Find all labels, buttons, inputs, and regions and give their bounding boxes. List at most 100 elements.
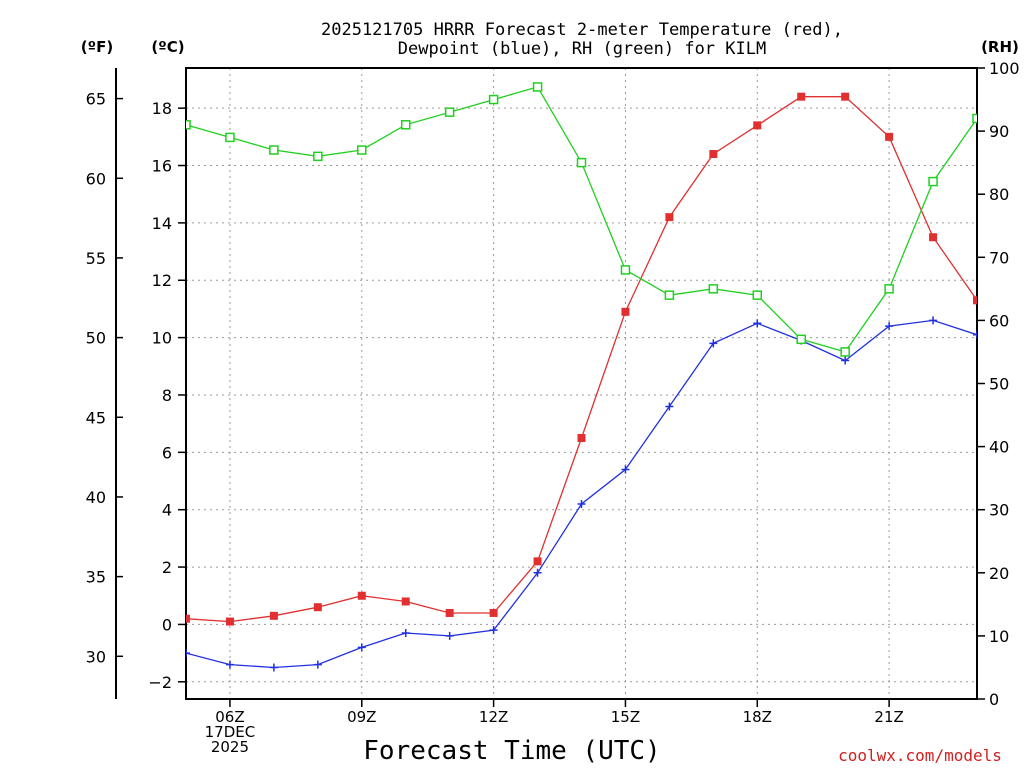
rh-tick-label: 70 [989, 248, 1009, 267]
dewpoint-point [225, 660, 234, 669]
temperature-point [929, 233, 938, 242]
celsius-tick-label: 2 [162, 558, 172, 577]
rh-point [884, 284, 894, 294]
fahrenheit-tick-label: 55 [86, 249, 106, 268]
temperature-point [621, 307, 630, 316]
dewpoint-point [313, 660, 322, 669]
rh-point [972, 113, 977, 124]
rh-point [928, 176, 938, 187]
temperature-point [973, 296, 977, 305]
rh-point [488, 94, 499, 105]
dewpoint-point [489, 626, 498, 635]
rh-tick-label: 50 [989, 375, 1009, 394]
dewpoint-point [929, 316, 938, 325]
rh-point [313, 151, 323, 162]
rh-unit-label: (RH) [981, 38, 1019, 56]
rh-point [664, 290, 675, 300]
chart-title-line-1: 2025121705 HRRR Forecast 2-meter Tempera… [321, 20, 843, 40]
x-tick-label: 12Z [479, 708, 508, 726]
credit-text: coolwx.com/models [838, 746, 1002, 765]
rh-tick-label: 0 [989, 690, 999, 709]
rh-point [186, 120, 191, 130]
temperature-point [885, 132, 894, 141]
temperature-point [709, 150, 718, 159]
rh-point [269, 145, 279, 155]
rh-tick-label: 10 [989, 627, 1009, 646]
temperature-point [489, 608, 498, 617]
celsius-tick-label: 14 [152, 214, 172, 233]
dewpoint-point [973, 330, 977, 339]
temperature-point [533, 557, 542, 566]
fahrenheit-tick-label: 60 [86, 169, 106, 188]
rh-point [444, 107, 455, 117]
temperature-point [401, 597, 410, 606]
temperature-point [665, 213, 674, 222]
temperature-point [753, 121, 762, 130]
fahrenheit-tick-label: 50 [86, 329, 106, 348]
x-tick-label: 21Z [874, 708, 903, 726]
series-layer [186, 82, 977, 672]
dewpoint-point [445, 631, 454, 640]
dewpoint-point [709, 339, 718, 348]
temperature-line [186, 96, 977, 623]
rh-tick-label: 40 [989, 438, 1009, 457]
rh-tick-label: 20 [989, 564, 1009, 583]
celsius-tick-label: 8 [162, 386, 172, 405]
dewpoint-point [533, 568, 542, 577]
celsius-tick-label: 12 [152, 271, 172, 290]
temperature-point [797, 92, 806, 101]
x-tick-label: 06Z [215, 708, 244, 726]
dewpoint-point [401, 629, 410, 638]
temperature-point [577, 433, 586, 442]
x-tick-label: 2025 [211, 738, 249, 756]
x-axis-label: Forecast Time (UTC) [363, 736, 660, 766]
x-tick-label: 18Z [743, 708, 772, 726]
temperature-point [357, 591, 366, 600]
axes: −2 0 2 4 6 8 10 12 14 16 18 30 35 40 45 50 55 60 65 0 10 20 30… [86, 59, 1020, 756]
temperature-point [269, 611, 278, 620]
rh-point [400, 120, 411, 130]
celsius-tick-label: 4 [162, 501, 172, 520]
rh-point [532, 82, 543, 92]
dewpoint-point [753, 319, 762, 328]
rh-point [357, 145, 367, 155]
celsius-tick-label: 16 [152, 157, 172, 176]
rh-point [796, 334, 806, 345]
x-tick-label: 09Z [347, 708, 376, 726]
dewpoint-point [577, 499, 586, 508]
fahrenheit-tick-label: 45 [86, 408, 106, 427]
celsius-tick-label: −2 [148, 673, 172, 692]
rh-tick-label: 90 [989, 122, 1009, 141]
temperature-point [841, 92, 850, 101]
fahrenheit-tick-label: 30 [86, 647, 106, 666]
dewpoint-point [885, 322, 894, 331]
dewpoint-point [186, 649, 190, 658]
temperature-point [445, 608, 454, 617]
x-tick-label: 17DEC [205, 723, 256, 741]
temperature-point [313, 603, 322, 612]
rh-point [708, 284, 719, 294]
rh-line [186, 86, 977, 353]
dewpoint-point [621, 465, 630, 474]
rh-tick-label: 80 [989, 185, 1009, 204]
fahrenheit-unit-label: (ºF) [81, 38, 113, 56]
x-tick-label: 15Z [611, 708, 640, 726]
celsius-tick-label: 6 [162, 443, 172, 462]
rh-point [840, 347, 850, 357]
chart-title-line-2: Dewpoint (blue), RH (green) for KILM [398, 39, 766, 59]
dewpoint-line [186, 319, 977, 669]
rh-point [752, 290, 763, 300]
rh-tick-label: 100 [989, 59, 1020, 78]
rh-point [225, 132, 235, 143]
fahrenheit-tick-label: 35 [86, 568, 106, 587]
rh-point [620, 265, 631, 275]
celsius-tick-label: 18 [152, 99, 172, 118]
dewpoint-point [841, 356, 850, 365]
dewpoint-point [269, 663, 278, 672]
dewpoint-point [665, 402, 674, 411]
rh-tick-label: 30 [989, 501, 1009, 520]
temperature-point [225, 617, 234, 626]
fahrenheit-tick-label: 40 [86, 488, 106, 507]
celsius-tick-label: 0 [162, 615, 172, 634]
